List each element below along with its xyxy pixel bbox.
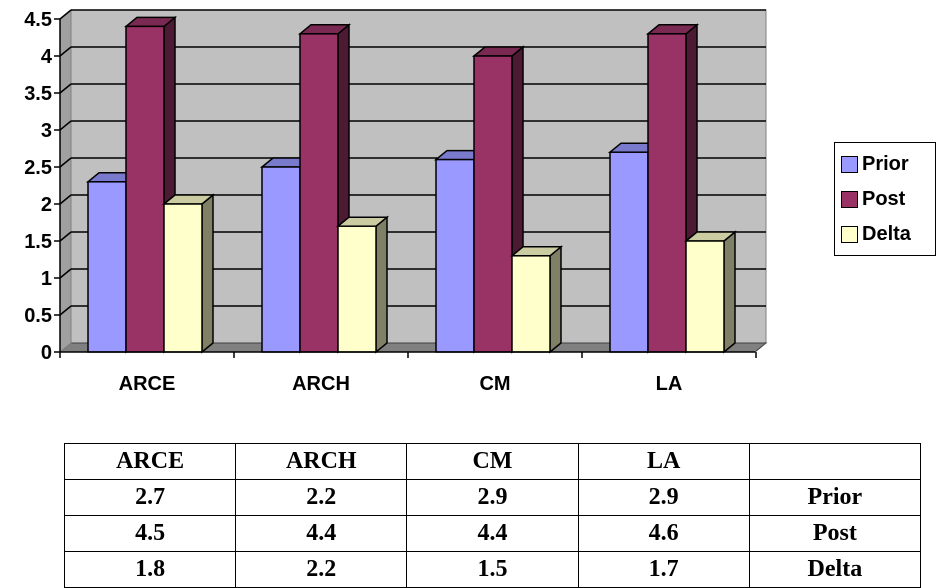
- bar-prior-cm: [435, 158, 475, 353]
- gridline-diag: [59, 305, 72, 316]
- bar-delta-cm: [511, 255, 551, 353]
- table-header-cell: [748, 443, 922, 480]
- gridline-diag: [59, 194, 72, 205]
- bar-prior-la: [609, 151, 649, 353]
- x-category-label: LA: [656, 373, 683, 395]
- legend-label-prior: Prior: [862, 152, 909, 175]
- y-tick-label: 0.5: [24, 305, 52, 327]
- x-category-label: ARCE: [119, 373, 176, 395]
- table-cell: 2.2: [235, 479, 408, 516]
- legend-item-delta: Delta: [841, 219, 911, 249]
- plot-side-wall: [59, 8, 72, 354]
- gridline-diag: [59, 9, 72, 20]
- table-cell: 1.7: [577, 551, 750, 588]
- table-row: 4.5 4.4 4.4 4.6 Post: [63, 515, 922, 552]
- bar-side-delta: [201, 193, 214, 354]
- legend-item-post: Post: [841, 184, 905, 214]
- legend-swatch-post: [841, 190, 858, 208]
- x-category-label: CM: [479, 373, 510, 395]
- table-cell: 4.6: [577, 515, 750, 552]
- gridline-diag: [59, 157, 72, 168]
- bar-side-delta: [375, 215, 388, 354]
- table-cell: 1.8: [63, 551, 237, 588]
- table-header-row: ARCE ARCH CM LA: [63, 443, 922, 480]
- legend-label-delta: Delta: [862, 222, 911, 245]
- legend-swatch-delta: [841, 225, 858, 243]
- gridline-diag: [59, 268, 72, 279]
- table-header-cell: ARCE: [63, 443, 237, 480]
- y-tick-label: 1: [41, 268, 52, 290]
- bar-post-arce: [125, 25, 165, 353]
- y-tick-label: 2.5: [24, 157, 52, 179]
- table-row-label: Prior: [748, 479, 922, 516]
- bar-post-cm: [473, 55, 513, 353]
- table-row: 2.7 2.2 2.9 2.9 Prior: [63, 479, 922, 516]
- table-row-label: Delta: [748, 551, 922, 588]
- bar-side-delta: [723, 230, 736, 354]
- gridline-diag: [59, 46, 72, 57]
- y-tick-label: 2: [41, 194, 52, 216]
- gridline-diag: [59, 120, 72, 131]
- legend-swatch-prior: [841, 155, 858, 173]
- table-cell: 2.9: [406, 479, 579, 516]
- y-tick-label: 1.5: [24, 231, 52, 253]
- gridline-diag: [59, 83, 72, 94]
- table-cell: 2.2: [235, 551, 408, 588]
- bar-prior-arce: [87, 181, 127, 353]
- table-cell: 2.9: [577, 479, 750, 516]
- chart-legend: Prior Post Delta: [834, 142, 936, 256]
- y-tick-label: 4.5: [24, 9, 52, 31]
- y-tick-label: 3.5: [24, 83, 52, 105]
- table-header-cell: ARCH: [235, 443, 408, 480]
- y-tick-label: 0: [41, 342, 52, 364]
- bar-chart: 0 0.5 1 1.5 2 2.5 3 3.5 4 4.5 ARCE ARCH CM LA: [24, 8, 768, 395]
- gridline-diag: [59, 231, 72, 242]
- table-cell: 4.4: [406, 515, 579, 552]
- bar-side-delta: [549, 245, 562, 354]
- bar-post-arch: [299, 33, 339, 353]
- legend-label-post: Post: [862, 187, 906, 210]
- y-tick-label: 3: [41, 120, 52, 142]
- table-cell: 2.7: [63, 479, 237, 516]
- bar-delta-la: [685, 240, 725, 353]
- x-category-label: ARCH: [292, 373, 350, 395]
- table-cell: 4.5: [63, 515, 237, 552]
- table-row-label: Post: [748, 515, 922, 552]
- table-header-cell: CM: [406, 443, 579, 480]
- bar-post-la: [647, 33, 687, 353]
- table-header-cell: LA: [577, 443, 750, 480]
- legend-item-prior: Prior: [841, 149, 909, 179]
- bar-delta-arce: [163, 203, 203, 353]
- bar-prior-arch: [261, 166, 301, 353]
- table-row: 1.8 2.2 1.5 1.7 Delta: [63, 551, 922, 588]
- bar-delta-arch: [337, 225, 377, 353]
- data-table: ARCE ARCH CM LA 2.7 2.2 2.9 2.9 Prior 4.…: [63, 443, 922, 588]
- table-cell: 4.4: [235, 515, 408, 552]
- y-tick-label: 4: [41, 46, 53, 68]
- table-cell: 1.5: [406, 551, 579, 588]
